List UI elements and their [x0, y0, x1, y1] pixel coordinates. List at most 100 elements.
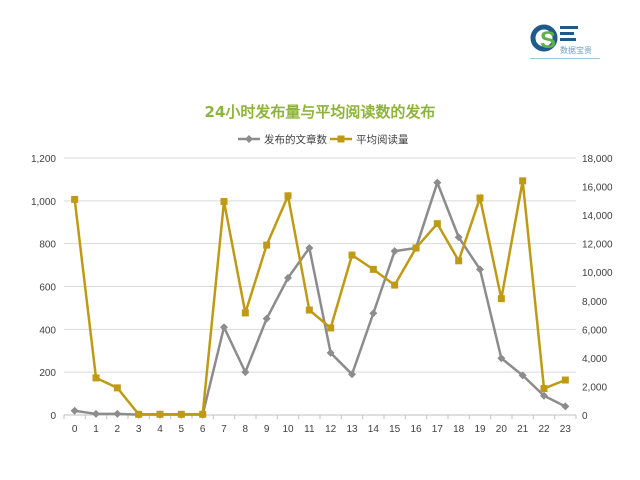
series-line-1: [74, 178, 566, 416]
x-tick-label: 2: [115, 424, 121, 435]
data-point: [199, 410, 207, 418]
x-tick-label: 15: [389, 424, 401, 435]
legend-marker: [337, 135, 345, 143]
data-point: [156, 410, 164, 418]
x-tick-label: 8: [243, 424, 249, 435]
y-right-tick-label: 10,000: [582, 268, 613, 279]
data-point: [476, 265, 484, 274]
data-point: [92, 409, 100, 418]
data-point: [540, 385, 548, 393]
x-tick-label: 14: [368, 424, 380, 435]
data-point: [561, 376, 569, 384]
data-point: [348, 370, 356, 379]
data-point: [284, 273, 292, 282]
x-tick-label: 13: [346, 424, 358, 435]
x-tick-label: 3: [136, 424, 142, 435]
legend-marker: [245, 135, 253, 143]
data-point: [241, 368, 250, 377]
x-tick-label: 0: [72, 424, 78, 435]
data-point: [412, 244, 420, 252]
data-point: [326, 348, 335, 357]
x-tick-label: 6: [200, 424, 206, 435]
svg-text:S: S: [540, 27, 556, 54]
logo-caption: 数据宝贵: [560, 45, 592, 55]
data-point: [497, 354, 506, 363]
x-tick-label: 18: [453, 424, 465, 435]
x-tick-label: 23: [560, 424, 572, 435]
y-left-tick-label: 600: [39, 283, 56, 294]
x-tick-label: 11: [304, 424, 315, 435]
data-point: [135, 410, 143, 418]
data-point: [519, 177, 527, 185]
x-tick-label: 19: [474, 424, 486, 435]
x-tick-label: 10: [282, 424, 294, 435]
data-point: [71, 195, 79, 203]
data-point: [454, 233, 463, 242]
x-tick-label: 16: [410, 424, 422, 435]
data-point: [262, 314, 271, 323]
data-point: [369, 309, 378, 318]
data-point: [92, 374, 100, 382]
data-point: [348, 251, 356, 259]
data-point: [369, 265, 377, 273]
y-left-tick-label: 200: [39, 368, 56, 379]
y-right-tick-label: 8,000: [582, 297, 607, 308]
data-point: [305, 306, 313, 314]
x-tick-label: 22: [538, 424, 550, 435]
data-point: [433, 178, 442, 187]
data-point: [497, 295, 505, 303]
series-line-2: [73, 180, 566, 416]
series-layer: [70, 177, 570, 419]
data-point: [70, 406, 79, 415]
data-point: [476, 194, 484, 202]
x-tick-label: 7: [221, 424, 227, 435]
y-right-tick-label: 12,000: [582, 240, 613, 251]
axes: 02004006008001,0001,20002,0004,0006,0008…: [31, 154, 613, 435]
data-point: [540, 391, 548, 400]
x-tick-label: 20: [496, 424, 508, 435]
y-right-tick-label: 0: [582, 411, 588, 422]
data-point: [327, 324, 335, 332]
y-left-tick-label: 800: [39, 240, 56, 251]
y-left-tick-label: 400: [39, 325, 56, 336]
y-left-tick-label: 0: [50, 411, 56, 422]
chart-title: 24小时发布量与平均阅读数的发布: [205, 103, 436, 121]
y-left-tick-label: 1,000: [31, 197, 56, 208]
x-tick-label: 9: [264, 424, 270, 435]
data-point: [263, 241, 271, 249]
legend: 发布的文章数 平均阅读量: [238, 133, 409, 146]
x-tick-label: 12: [325, 424, 337, 435]
x-tick-label: 1: [93, 424, 99, 435]
x-tick-label: 4: [157, 424, 163, 435]
y-right-tick-label: 6,000: [582, 325, 607, 336]
data-point: [518, 371, 527, 380]
x-tick-label: 5: [179, 424, 185, 435]
x-tick-label: 17: [432, 424, 444, 435]
x-tick-label: 21: [517, 424, 529, 435]
y-right-tick-label: 16,000: [582, 183, 613, 194]
logo-divider: [530, 58, 600, 59]
y-right-tick-label: 2,000: [582, 382, 607, 393]
data-point: [220, 198, 228, 206]
y-left-tick-label: 1,200: [31, 154, 56, 165]
data-point: [241, 309, 249, 317]
data-point: [433, 220, 441, 228]
data-point: [113, 409, 122, 418]
data-point: [220, 323, 228, 332]
y-right-tick-label: 18,000: [582, 154, 613, 165]
data-point: [305, 243, 314, 252]
data-point: [113, 384, 121, 392]
data-point: [390, 247, 399, 256]
brand-logo: S 数据宝贵: [530, 22, 600, 58]
y-right-tick-label: 4,000: [582, 354, 607, 365]
legend-label: 发布的文章数: [264, 133, 327, 146]
data-point: [455, 257, 463, 265]
gridlines: [64, 157, 576, 416]
data-point: [177, 410, 185, 418]
y-right-tick-label: 14,000: [582, 211, 613, 222]
data-point: [561, 402, 570, 411]
legend-label: 平均阅读量: [356, 133, 409, 146]
data-point: [284, 192, 292, 200]
data-point: [391, 281, 399, 289]
